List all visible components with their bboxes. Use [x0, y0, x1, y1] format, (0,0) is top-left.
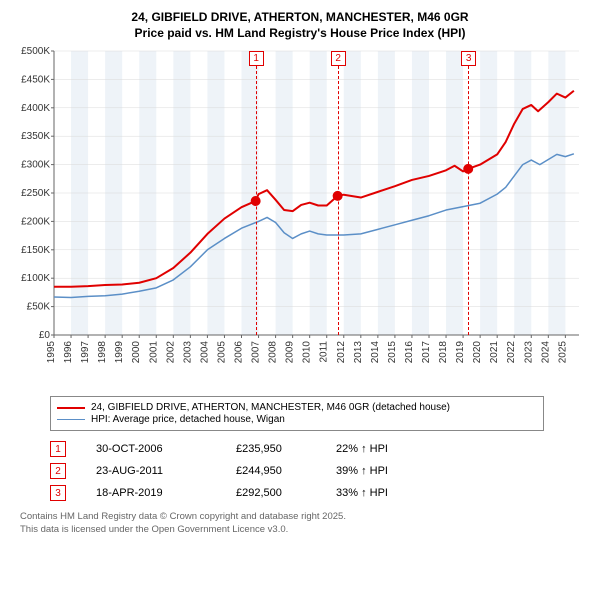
svg-text:£350K: £350K — [21, 131, 50, 142]
annotation-box: 3 — [461, 51, 476, 66]
plot-area: £0 £50K £100K £150K £200K £250K £300K £350K £400… — [10, 45, 585, 390]
legend: 24, GIBFIELD DRIVE, ATHERTON, MANCHESTER… — [50, 396, 544, 431]
svg-text:£400K: £400K — [21, 103, 50, 114]
svg-text:1996: 1996 — [63, 341, 74, 364]
legend-row: HPI: Average price, detached house, Wiga… — [57, 414, 537, 425]
annotation-vline — [338, 66, 339, 335]
svg-text:£0: £0 — [39, 330, 51, 341]
sale-date: 18-APR-2019 — [96, 487, 206, 499]
svg-text:2002: 2002 — [165, 341, 176, 364]
svg-text:£250K: £250K — [21, 188, 50, 199]
svg-text:2003: 2003 — [182, 341, 193, 364]
svg-text:£300K: £300K — [21, 160, 50, 171]
annotation-vline — [468, 66, 469, 335]
svg-text:2004: 2004 — [199, 341, 210, 364]
svg-text:2011: 2011 — [319, 341, 330, 363]
svg-text:2006: 2006 — [234, 341, 245, 364]
sale-number-box: 2 — [50, 463, 66, 479]
svg-text:£100K: £100K — [21, 273, 50, 284]
legend-label: 24, GIBFIELD DRIVE, ATHERTON, MANCHESTER… — [91, 402, 450, 413]
svg-text:2024: 2024 — [540, 341, 551, 364]
svg-text:2009: 2009 — [285, 341, 296, 364]
svg-text:2015: 2015 — [387, 341, 398, 364]
svg-text:2017: 2017 — [421, 341, 432, 364]
svg-text:2013: 2013 — [353, 341, 364, 364]
sales-table: 1 30-OCT-2006 £235,950 22% ↑ HPI 2 23-AUG-201… — [50, 441, 590, 501]
legend-label: HPI: Average price, detached house, Wiga… — [91, 414, 285, 425]
chart-container: 24, GIBFIELD DRIVE, ATHERTON, MANCHESTER… — [10, 10, 590, 536]
sale-price: £292,500 — [236, 487, 306, 499]
svg-text:2014: 2014 — [370, 341, 381, 364]
svg-text:2021: 2021 — [489, 341, 500, 364]
svg-text:£150K: £150K — [21, 245, 50, 256]
svg-text:£200K: £200K — [21, 217, 50, 228]
svg-text:2019: 2019 — [455, 341, 466, 364]
title-line1: 24, GIBFIELD DRIVE, ATHERTON, MANCHESTER… — [10, 10, 590, 26]
svg-text:1995: 1995 — [46, 341, 57, 364]
svg-text:2020: 2020 — [472, 341, 483, 364]
svg-text:2007: 2007 — [251, 341, 262, 364]
svg-text:1999: 1999 — [114, 341, 125, 364]
svg-text:1997: 1997 — [80, 341, 91, 364]
svg-text:2001: 2001 — [148, 341, 159, 364]
svg-text:2008: 2008 — [268, 341, 279, 364]
legend-row: 24, GIBFIELD DRIVE, ATHERTON, MANCHESTER… — [57, 402, 537, 413]
svg-text:2010: 2010 — [302, 341, 313, 364]
chart-svg: £0 £50K £100K £150K £200K £250K £300K £350K £400… — [10, 45, 585, 390]
sale-number-box: 3 — [50, 485, 66, 501]
svg-text:2022: 2022 — [506, 341, 517, 364]
svg-text:2016: 2016 — [404, 341, 415, 364]
svg-text:2005: 2005 — [216, 341, 227, 364]
legend-swatch — [57, 419, 85, 420]
sale-date: 23-AUG-2011 — [96, 465, 206, 477]
svg-text:£500K: £500K — [21, 46, 50, 57]
svg-text:1998: 1998 — [97, 341, 108, 364]
footer-line1: Contains HM Land Registry data © Crown c… — [20, 511, 590, 523]
svg-text:£450K: £450K — [21, 75, 50, 86]
title-line2: Price paid vs. HM Land Registry's House … — [10, 26, 590, 42]
sale-hpi: 39% ↑ HPI — [336, 465, 426, 477]
annotation-box: 2 — [331, 51, 346, 66]
svg-text:2018: 2018 — [438, 341, 449, 364]
svg-text:2025: 2025 — [557, 341, 568, 364]
sale-hpi: 33% ↑ HPI — [336, 487, 426, 499]
sale-hpi: 22% ↑ HPI — [336, 443, 426, 455]
sale-row: 2 23-AUG-2011 £244,950 39% ↑ HPI — [50, 463, 590, 479]
svg-text:2023: 2023 — [523, 341, 534, 364]
svg-text:2000: 2000 — [131, 341, 142, 364]
chart-title: 24, GIBFIELD DRIVE, ATHERTON, MANCHESTER… — [10, 10, 590, 41]
legend-swatch — [57, 407, 85, 409]
footer: Contains HM Land Registry data © Crown c… — [20, 511, 590, 536]
sale-price: £235,950 — [236, 443, 306, 455]
sale-number-box: 1 — [50, 441, 66, 457]
svg-text:2012: 2012 — [336, 341, 347, 364]
sale-row: 3 18-APR-2019 £292,500 33% ↑ HPI — [50, 485, 590, 501]
annotation-box: 1 — [249, 51, 264, 66]
annotation-vline — [256, 66, 257, 335]
sale-date: 30-OCT-2006 — [96, 443, 206, 455]
sale-price: £244,950 — [236, 465, 306, 477]
sale-row: 1 30-OCT-2006 £235,950 22% ↑ HPI — [50, 441, 590, 457]
svg-text:£50K: £50K — [27, 302, 51, 313]
footer-line2: This data is licensed under the Open Gov… — [20, 524, 590, 536]
